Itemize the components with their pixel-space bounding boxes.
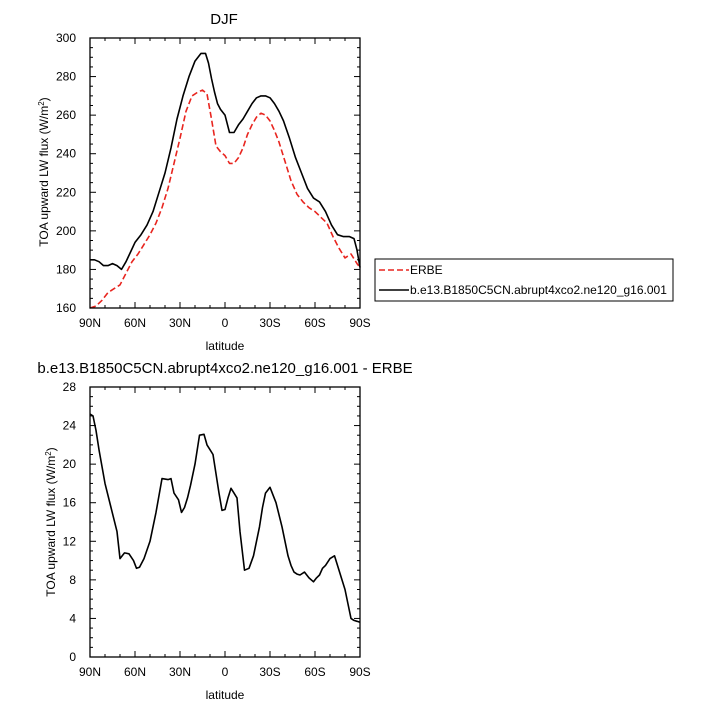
top-panel-frame [89, 37, 361, 309]
top-y-tick-label: 220 [56, 185, 76, 199]
bottom-y-tick-label: 4 [69, 611, 76, 625]
legend: ERBE b.e13.B1850C5CN.abrupt4xco2.ne120_g… [374, 258, 674, 302]
top-y-tick-label: 300 [56, 31, 76, 45]
top-y-tick-label: 280 [56, 70, 76, 84]
top-panel: DJF 90N 60N 30N 0 30S 60S 90S 160 180 200 220 240 26… [37, 11, 371, 353]
bottom-panel-xlabel: latitude [206, 688, 245, 702]
top-panel-series-group [89, 52, 361, 309]
legend-frame [374, 258, 674, 302]
bottom-y-tick-label: 28 [63, 380, 77, 394]
top-x-tick-label: 90N [79, 316, 101, 330]
top-y-tick-label: 260 [56, 108, 76, 122]
top-panel-ylabel: TOA upward LW flux (W/m2) [37, 97, 52, 246]
top-x-tick-label: 30N [169, 316, 191, 330]
top-panel-title: DJF [210, 11, 238, 28]
top-panel-xlabel: latitude [206, 339, 245, 353]
bottom-x-tick-label: 0 [222, 665, 229, 679]
legend-label-erbe: ERBE [410, 263, 443, 277]
bottom-panel-frame [89, 386, 361, 658]
top-x-tick-label: 60N [124, 316, 146, 330]
top-x-tick-label: 0 [222, 316, 229, 330]
top-y-tick-label: 200 [56, 224, 76, 238]
bottom-y-tick-label: 20 [63, 457, 77, 471]
bottom-series-difference [89, 413, 361, 624]
top-x-tick-label: 60S [304, 316, 325, 330]
bottom-x-tick-label: 30S [259, 665, 280, 679]
bottom-y-tick-label: 8 [69, 573, 76, 587]
bottom-panel-ticks: 90N 60N 30N 0 30S 60S 90S 0 4 8 12 16 20 24 28 [63, 380, 371, 679]
top-series-erbe [89, 89, 361, 309]
top-panel-ticks: 90N 60N 30N 0 30S 60S 90S 160 180 200 220 240 260 280… [56, 31, 371, 330]
top-x-tick-label: 90S [349, 316, 370, 330]
bottom-x-tick-label: 90N [79, 665, 101, 679]
bottom-y-tick-label: 16 [63, 496, 77, 510]
bottom-y-tick-label: 24 [63, 419, 77, 433]
bottom-y-tick-label: 12 [63, 534, 77, 548]
bottom-panel-series-group [89, 413, 361, 624]
bottom-y-tick-label: 0 [69, 650, 76, 664]
bottom-panel-title: b.e13.B1850C5CN.abrupt4xco2.ne120_g16.00… [37, 360, 412, 377]
top-y-tick-label: 160 [56, 301, 76, 315]
bottom-x-tick-label: 60S [304, 665, 325, 679]
bottom-x-tick-label: 60N [124, 665, 146, 679]
top-x-tick-label: 30S [259, 316, 280, 330]
bottom-panel-ylabel: TOA upward LW flux (W/m2) [44, 447, 59, 596]
top-y-tick-label: 180 [56, 262, 76, 276]
top-series-b-e13-b1850c5cn-abrupt4xco2-ne120-g16-001 [90, 52, 361, 271]
bottom-x-tick-label: 30N [169, 665, 191, 679]
bottom-x-tick-label: 90S [349, 665, 370, 679]
legend-label-model: b.e13.B1850C5CN.abrupt4xco2.ne120_g16.00… [410, 283, 667, 297]
top-y-tick-label: 240 [56, 147, 76, 161]
bottom-panel: b.e13.B1850C5CN.abrupt4xco2.ne120_g16.00… [37, 360, 412, 702]
